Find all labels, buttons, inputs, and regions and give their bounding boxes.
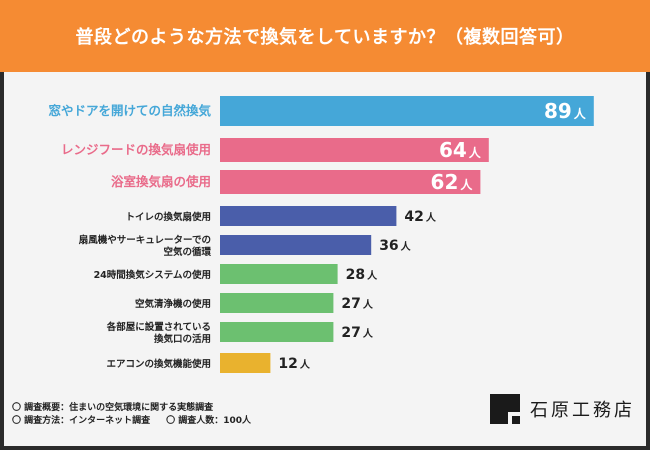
survey-count: 〇 調査人数：100人 [166, 416, 252, 426]
value-label: 12 人 [278, 356, 310, 372]
brand: 石原工務店 [490, 394, 635, 424]
category-label: 空気清浄機の使用 [135, 298, 211, 310]
bar [220, 264, 338, 284]
survey-method: 〇 調査方法：インターネット調査 [12, 416, 151, 426]
category-label: レンジフードの換気扇使用 [61, 142, 211, 157]
bar [220, 170, 481, 194]
value-label: 89 人 [544, 99, 587, 123]
bar [220, 206, 397, 226]
survey-overview: 〇 調査概要：住まいの空気環境に関する実態調査 [12, 403, 214, 413]
category-label: 各部屋に設置されている換気口の活用 [106, 321, 211, 345]
value-label: 27 人 [341, 325, 373, 341]
bar [220, 322, 334, 342]
survey-method-row: 〇 調査方法：インターネット調査 〇 調査人数：100人 [12, 415, 267, 428]
brand-logo-icon [490, 394, 520, 424]
bar [220, 353, 271, 373]
category-label: 24時間換気システムの使用 [94, 269, 211, 281]
category-label: 窓やドアを開けての自然換気 [48, 103, 211, 118]
bar [220, 138, 489, 162]
value-label: 36 人 [379, 238, 411, 254]
value-label: 27 人 [341, 296, 373, 312]
bar [220, 293, 334, 313]
category-label: 扇風機やサーキュレーターでの空気の循環 [79, 234, 212, 258]
value-label: 64 人 [439, 138, 482, 162]
value-label: 28 人 [346, 267, 378, 283]
chart-title: 普段どのような方法で換気をしていますか？（複数回答可） [0, 0, 650, 72]
value-label: 42 人 [404, 209, 436, 225]
brand-name: 石原工務店 [530, 400, 635, 421]
category-label: エアコンの換気機能使用 [106, 358, 211, 370]
bar [220, 96, 594, 126]
category-label: 浴室換気扇の使用 [111, 174, 211, 189]
value-label: 62 人 [431, 170, 474, 194]
bar [220, 235, 372, 255]
category-label: トイレの換気扇使用 [125, 211, 211, 223]
survey-notes: 〇 調査概要：住まいの空気環境に関する実態調査 〇 調査方法：インターネット調査… [12, 402, 267, 428]
